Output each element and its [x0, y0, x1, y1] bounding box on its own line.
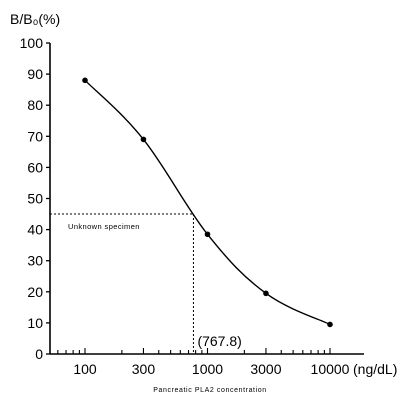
- data-point: [327, 321, 333, 328]
- y-tick-label: 100: [20, 35, 44, 51]
- y-tick-label: 50: [27, 191, 43, 207]
- y-tick-label: 10: [27, 315, 43, 331]
- y-tick-label: 60: [27, 159, 43, 175]
- data-point: [204, 231, 211, 238]
- x-tick-label: 10000: [311, 361, 350, 377]
- annotation-value-label: (767.8): [197, 333, 241, 349]
- x-tick-label: 100: [73, 361, 97, 377]
- data-point: [82, 77, 88, 84]
- axes-group: 0 10 20 30 40 50 60 70 80 90 100 100 300 1000 3000 1000…: [20, 35, 364, 377]
- y-tick-label: 20: [27, 284, 43, 300]
- y-axis-title: B/B₀(%): [10, 11, 60, 27]
- x-axis-unit: (ng/dL): [353, 361, 397, 377]
- x-tick-label: 3000: [250, 361, 281, 377]
- series-group: [82, 77, 333, 328]
- y-tick-label: 80: [27, 97, 43, 113]
- y-tick-label: 30: [27, 253, 43, 269]
- y-tick-label: 70: [27, 128, 43, 144]
- annotation-group: Unknown specimen (767.8): [50, 213, 242, 354]
- y-tick-label: 90: [27, 66, 43, 82]
- y-tick-label: 0: [35, 346, 43, 362]
- annotation-label: Unknown specimen: [68, 222, 140, 231]
- series-line: [84, 79, 331, 326]
- x-tick-label: 300: [132, 361, 156, 377]
- data-point: [140, 136, 147, 143]
- y-tick-label: 40: [27, 222, 43, 238]
- data-point: [263, 290, 269, 297]
- x-tick-label: 1000: [192, 361, 223, 377]
- x-axis-title: Pancreatic PLA2 concentration: [153, 387, 267, 394]
